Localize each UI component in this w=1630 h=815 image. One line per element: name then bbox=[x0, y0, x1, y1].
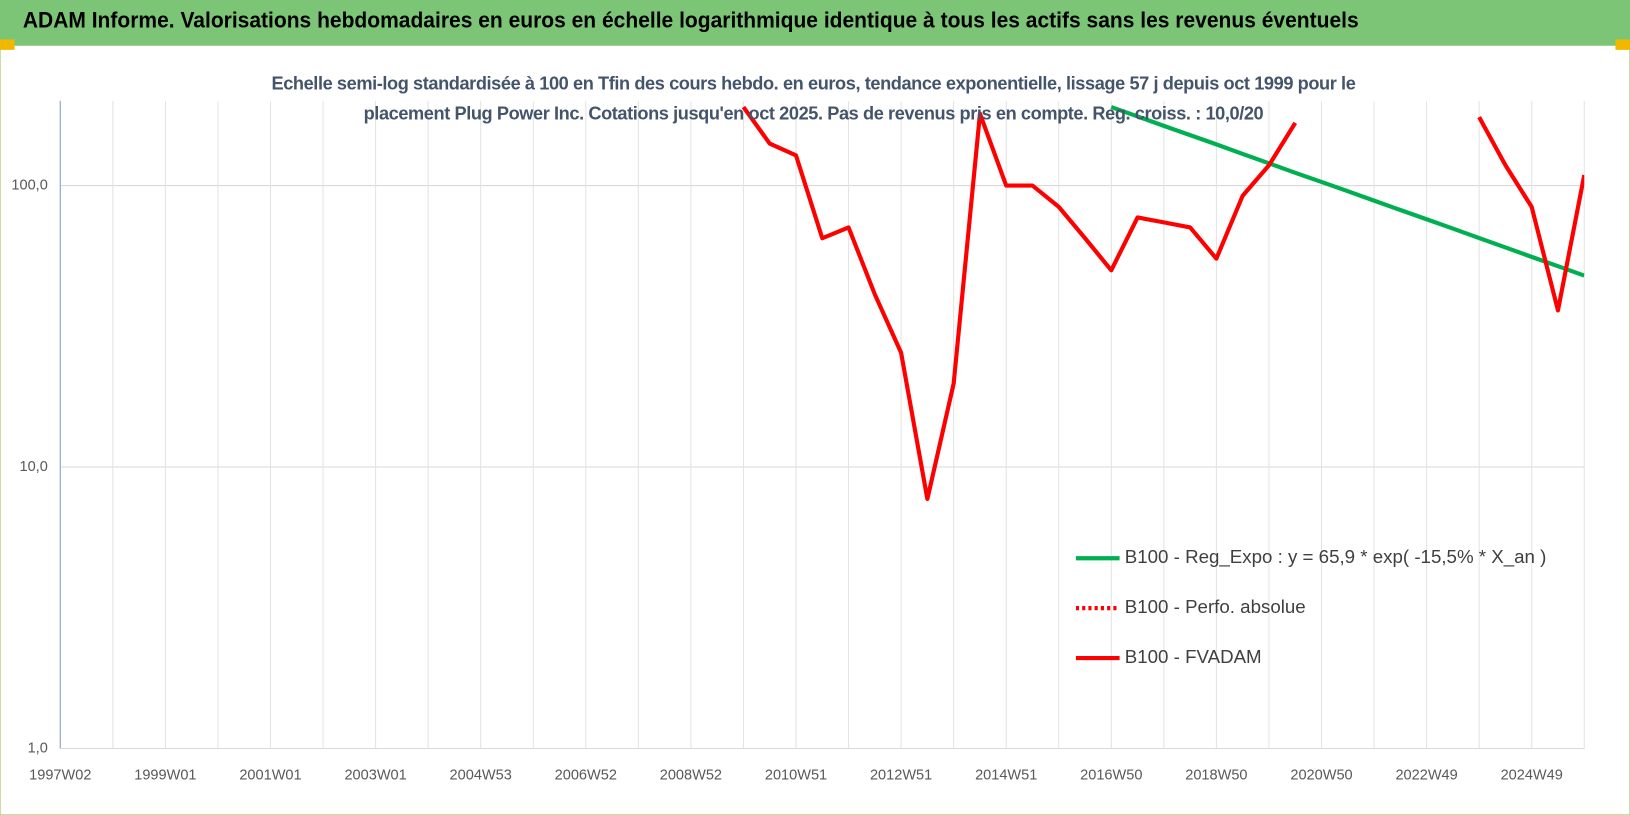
x-tick-label: 2010W51 bbox=[765, 767, 827, 783]
page-title: ADAM Informe. Valorisations hebdomadaire… bbox=[23, 8, 1359, 33]
legend-label: B100 - Reg_Expo : y = 65,9 * exp( -15,5%… bbox=[1125, 546, 1547, 568]
x-tick-label: 1999W01 bbox=[134, 767, 196, 783]
x-tick-label: 2024W49 bbox=[1501, 767, 1563, 783]
legend-label: B100 - FVADAM bbox=[1125, 646, 1262, 667]
header-bar bbox=[0, 0, 1630, 46]
x-tick-label: 2004W53 bbox=[450, 767, 512, 783]
x-tick-label: 2006W52 bbox=[555, 767, 617, 783]
x-tick-label: 2016W50 bbox=[1080, 767, 1142, 783]
x-tick-label: 2001W01 bbox=[239, 767, 301, 783]
series-line bbox=[741, 105, 1585, 502]
subtitle-box: Echelle semi-log standardisée à 100 en T… bbox=[271, 72, 1356, 124]
y-tick-label: 1,0 bbox=[28, 740, 48, 756]
y-tick-label: 10,0 bbox=[20, 459, 48, 475]
x-tick-label: 2020W50 bbox=[1290, 767, 1352, 783]
series-line bbox=[1110, 105, 1585, 278]
chart-subtitle: Echelle semi-log standardisée à 100 en T… bbox=[271, 72, 1356, 124]
x-tick-label: 2012W51 bbox=[870, 767, 932, 783]
x-tick-label: 2018W50 bbox=[1185, 767, 1247, 783]
corner bbox=[0, 39, 15, 50]
x-tick-label: 2022W49 bbox=[1395, 767, 1457, 783]
legend-label: B100 - Perfo. absolue bbox=[1125, 596, 1306, 617]
x-tick-label: 2003W01 bbox=[344, 767, 406, 783]
corner bbox=[1615, 39, 1630, 50]
x-tick-label: 2008W52 bbox=[660, 767, 722, 783]
x-tick-label: 2014W51 bbox=[975, 767, 1037, 783]
y-tick-label: 100,0 bbox=[11, 177, 47, 193]
x-tick-label: 1997W02 bbox=[29, 767, 91, 783]
